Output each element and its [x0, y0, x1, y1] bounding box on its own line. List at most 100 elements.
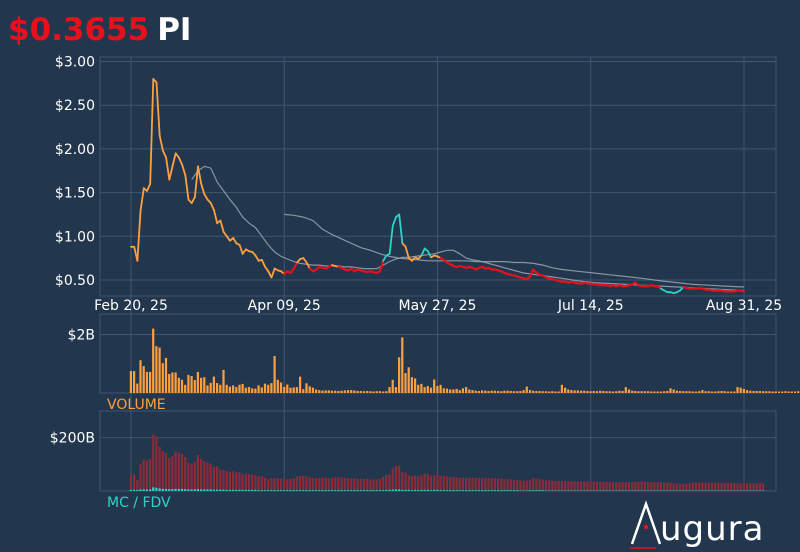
mcap-bar: [200, 459, 203, 491]
volume-bar: [595, 391, 599, 393]
price-y-tick: $1.50: [55, 186, 95, 202]
volume-bar: [279, 382, 283, 393]
mcap-bar: [442, 475, 445, 491]
volume-bar: [350, 390, 353, 393]
fdv-bar: [321, 490, 324, 491]
fdv-bar: [647, 490, 650, 491]
fdv-bar: [755, 490, 758, 491]
volume-bar: [206, 385, 209, 393]
mcap-bar: [343, 477, 346, 491]
mcap-bar: [694, 482, 698, 491]
price-x-tick: May 27, 25: [399, 298, 477, 314]
mcap-bar: [190, 463, 193, 491]
fdv-bar: [340, 490, 343, 491]
mcap-bar: [762, 483, 765, 491]
price-y-tick: $1.00: [55, 229, 95, 245]
volume-bar: [187, 374, 190, 393]
fdv-bar: [276, 490, 279, 491]
mcap-bar: [308, 477, 311, 491]
volume-bar: [289, 387, 292, 393]
price-line-segment: [404, 245, 410, 260]
volume-bar: [723, 391, 726, 393]
volume-bar: [573, 390, 576, 393]
mcap-bar: [449, 476, 452, 491]
volume-bar: [398, 357, 401, 393]
volume-bar: [643, 391, 646, 393]
volume-bar: [548, 391, 551, 393]
fdv-bar: [375, 490, 378, 491]
mcap-bar: [244, 473, 247, 491]
fdv-bar: [595, 490, 599, 491]
volume-bar: [522, 390, 525, 393]
volume-bar: [292, 387, 295, 393]
volume-bar: [541, 391, 544, 393]
fdv-bar: [449, 490, 452, 491]
volume-bar: [420, 383, 423, 393]
volume-bar: [688, 391, 691, 393]
volume-bar: [442, 388, 445, 393]
volume-bar: [726, 391, 729, 393]
volume-bar: [755, 391, 758, 393]
mcap-bar: [330, 477, 334, 491]
fdv-bar: [691, 490, 694, 491]
mcap-bar: [149, 459, 152, 491]
fdv-bar: [570, 490, 573, 491]
volume-bar: [720, 391, 723, 393]
volume-bar: [401, 337, 404, 393]
mcap-bar: [206, 462, 209, 491]
volume-bar: [602, 391, 605, 393]
volume-bar: [666, 391, 669, 393]
fdv-bar: [152, 487, 155, 491]
mcap-bar: [560, 481, 563, 491]
volume-bar: [465, 387, 468, 393]
price-line-segment: [155, 81, 161, 137]
volume-bar: [225, 384, 228, 393]
price-line-segment: [161, 149, 168, 159]
volume-bar: [263, 383, 267, 393]
volume-bar: [701, 390, 704, 393]
mcap-bar: [324, 477, 327, 491]
brand-name: ugura: [660, 509, 765, 549]
volume-label: VOLUME: [107, 397, 166, 413]
volume-bar: [372, 391, 375, 393]
volume-bar: [793, 391, 797, 393]
fdv-bar: [707, 490, 710, 491]
fdv-bar: [356, 490, 359, 491]
fdv-bar: [286, 490, 289, 491]
mcap-bar: [474, 477, 477, 491]
mcap-bar: [276, 478, 279, 491]
mcap-bar: [251, 474, 254, 491]
volume-bar: [490, 390, 493, 393]
mcap-bar: [522, 480, 525, 491]
fdv-bar: [334, 490, 337, 491]
volume-bar: [404, 373, 407, 393]
mcap-bar: [538, 479, 541, 491]
fdv-bar: [726, 490, 729, 491]
volume-bar: [774, 391, 777, 393]
mcap-bar: [497, 478, 500, 491]
price-line-segment: [168, 165, 174, 181]
fdv-bar: [580, 490, 583, 491]
volume-bar: [283, 386, 286, 393]
price-line-segment: [219, 219, 225, 233]
fdv-bar: [394, 489, 397, 491]
fdv-bar: [611, 490, 615, 491]
fdv-bar: [359, 490, 362, 491]
volume-bar: [580, 390, 583, 393]
volume-bar: [605, 391, 608, 393]
fdv-bar: [685, 490, 688, 491]
fdv-bar: [203, 489, 206, 491]
volume-bar: [200, 377, 203, 393]
mcap-bar: [611, 481, 615, 491]
volume-bar: [133, 371, 136, 393]
fdv-bar: [391, 489, 394, 491]
mcap-bar: [158, 446, 161, 491]
volume-bar: [608, 391, 611, 393]
volume-bar: [535, 391, 538, 393]
fdv-bar: [350, 490, 353, 491]
mcap-bar: [145, 460, 148, 491]
mcap-bar: [228, 471, 231, 491]
fdv-bar: [257, 490, 260, 491]
fdv-bar: [267, 490, 270, 491]
fdv-bar: [461, 490, 464, 491]
